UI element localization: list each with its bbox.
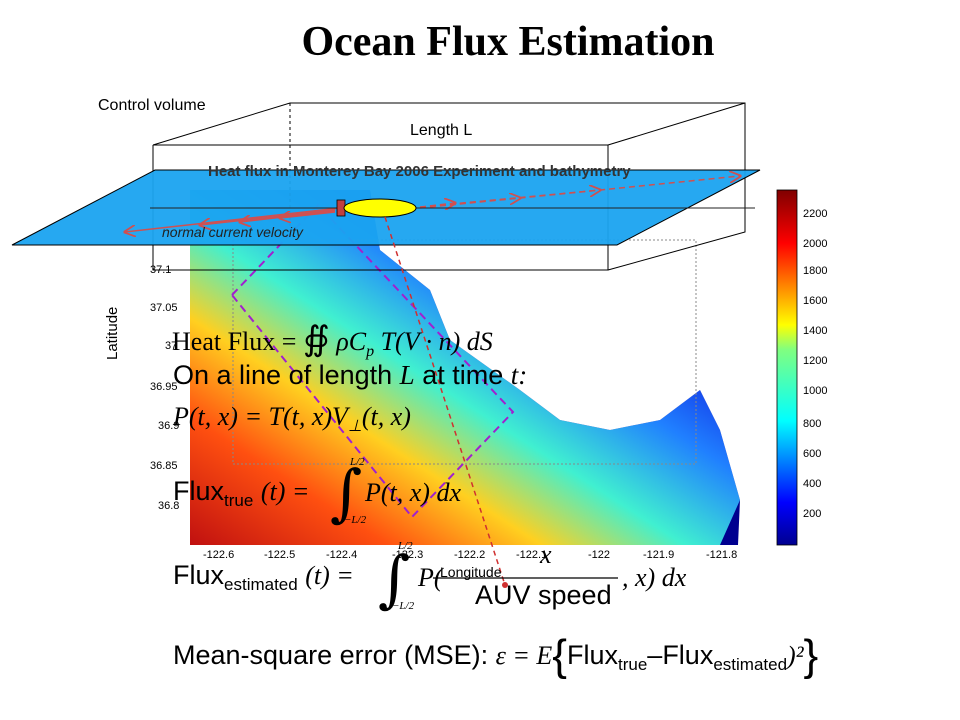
heat-flux-rhs2: T(V · n) dS	[380, 327, 493, 356]
power-sub: ⊥	[347, 418, 362, 436]
colorbar-tick: 1200	[803, 355, 828, 367]
y-tick: 37	[165, 340, 178, 352]
auv-speed-label: AUV speed	[475, 580, 612, 610]
auv-ellipse	[343, 198, 417, 218]
flux-est-num: x	[540, 540, 552, 569]
brace-right-icon: }	[803, 631, 819, 680]
x-tick: -122.5	[264, 549, 296, 561]
dotted-region	[232, 239, 697, 465]
colorbar-tick: 1600	[803, 295, 828, 307]
map-colored-region	[190, 190, 740, 545]
colorbar-tick: 1800	[803, 265, 828, 277]
flux-est-int: P(	[418, 563, 443, 592]
colorbar	[776, 189, 798, 546]
mse-text: Mean-square error (MSE):	[173, 640, 489, 670]
flux-true-upper: L/2	[350, 456, 365, 468]
heat-flux-rhs-sub: p	[366, 343, 375, 361]
flux-true-rhs: (t) =	[260, 477, 310, 506]
colorbar-tick: 800	[803, 418, 822, 430]
flux-est-formula: Fluxestimated (t) =	[173, 560, 354, 595]
line-text: On a line of length	[173, 360, 393, 390]
colorbar-tick: 200	[803, 508, 822, 520]
brace-left-icon: {	[552, 631, 567, 680]
mse-sq: )²	[787, 641, 804, 670]
mse-flux1: Flux	[566, 640, 618, 670]
flux-true-int: P(t, x) dx	[365, 478, 462, 507]
x-axis-label: Longitude	[440, 564, 502, 580]
flux-est-sub: estimated	[224, 575, 298, 594]
integral-icon: ∫	[378, 542, 411, 615]
line-time: at time	[422, 360, 504, 390]
y-tick: 36.95	[150, 381, 178, 393]
integral-icon: ∫	[330, 456, 363, 529]
colorbar-tick: 1000	[803, 385, 828, 397]
x-tick: -121.8	[706, 549, 738, 561]
mse-minus: –Flux	[647, 640, 714, 670]
map-title: Heat flux in Monterey Bay 2006 Experimen…	[208, 163, 631, 180]
x-tick: -122.6	[203, 549, 235, 561]
page-title: Ocean Flux Estimation	[301, 19, 715, 65]
mse-sub2: estimated	[713, 655, 788, 674]
heat-flux-formula: Heat Flux = ∯ ρCp T(V · n) dS	[172, 319, 493, 361]
y-tick: 36.9	[158, 420, 180, 432]
normal-velocity-label: normal current velocity	[162, 224, 303, 240]
flux-est-upper: L/2	[398, 540, 413, 552]
colorbar-tick: 1400	[803, 325, 828, 337]
y-tick: 36.8	[158, 500, 180, 512]
flux-est-label: Flux	[173, 560, 225, 590]
line-L: L	[399, 360, 415, 390]
flux-est-end: , x) dx	[622, 563, 687, 592]
y-tick: 37.05	[150, 302, 178, 314]
mse-eps: ε = E	[495, 641, 553, 670]
flux-est-lower: −L/2	[392, 600, 415, 612]
x-tick: -121.9	[643, 549, 675, 561]
power-end: (t, x)	[361, 402, 411, 431]
heat-flux-rhs: ρC	[336, 327, 367, 356]
x-tick: -122	[588, 549, 611, 561]
flux-est-rhs: (t) =	[305, 561, 354, 590]
y-tick: 37.1	[150, 264, 172, 276]
power-eq: P(t, x) = T(t, x)V	[173, 402, 348, 431]
flux-true-label: Flux	[173, 476, 225, 506]
power-formula: P(t, x) = T(t, x)V⊥(t, x)	[173, 402, 411, 436]
flux-true-formula: Fluxtrue (t) =	[173, 476, 309, 511]
length-label: Length L	[410, 122, 473, 139]
auv-speed-pointer	[384, 216, 506, 586]
colorbar-tick: 2200	[803, 208, 828, 220]
y-tick: 36.85	[150, 460, 178, 472]
mse-sub1: true	[618, 655, 648, 674]
y-axis-label: Latitude	[104, 306, 121, 360]
control-volume-label: Control volume	[98, 97, 206, 114]
mse-formula: Mean-square error (MSE): ε = E{Fluxtrue–…	[173, 631, 818, 681]
x-tick: -122.2	[454, 549, 486, 561]
velocity-arrows	[125, 176, 740, 232]
x-tick: -122.4	[326, 549, 358, 561]
line-t: t:	[510, 360, 528, 390]
double-integral-icon: ∯	[302, 319, 330, 359]
flux-true-lower: −L/2	[344, 514, 367, 526]
colorbar-tick: 400	[803, 478, 822, 490]
colorbar-tick: 2000	[803, 238, 828, 250]
colorbar-tick: 600	[803, 448, 822, 460]
flux-true-sub: true	[224, 491, 254, 510]
line-statement: On a line of length L at time t:	[173, 360, 527, 391]
x-tick: -122.1	[516, 549, 548, 561]
heat-flux-lhs: Heat Flux	[172, 327, 276, 356]
x-tick: -122.3	[392, 549, 424, 561]
